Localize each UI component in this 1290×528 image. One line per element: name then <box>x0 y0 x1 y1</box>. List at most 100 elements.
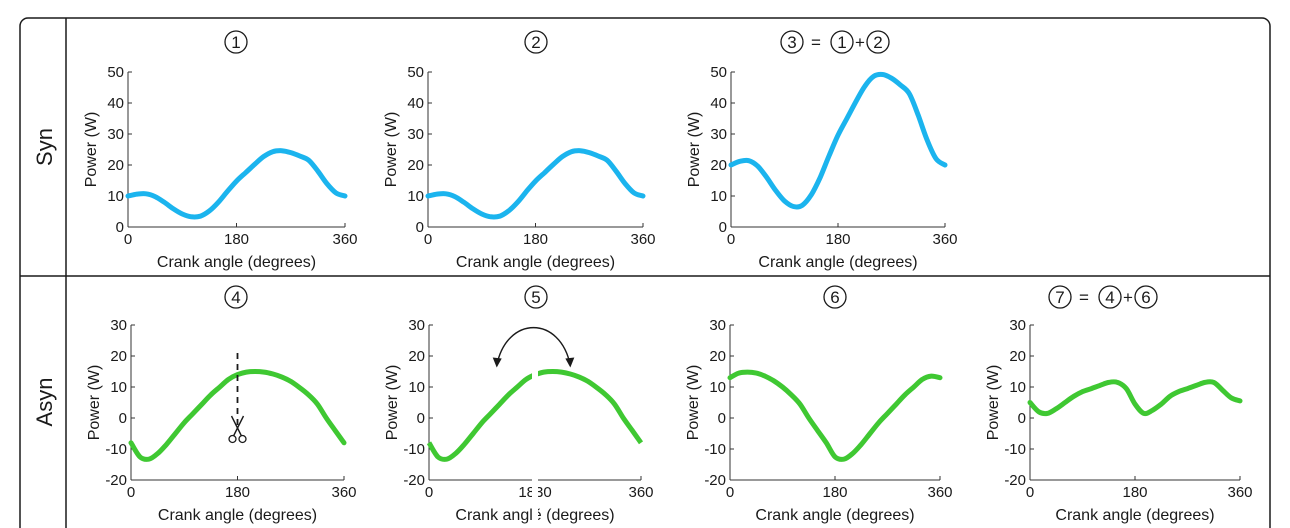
y-tick-label: 10 <box>1009 379 1026 396</box>
plus-sign: + <box>1123 288 1133 307</box>
x-axis-label: Crank angle (degrees) <box>157 254 316 271</box>
y-tick-label: 30 <box>1009 317 1026 334</box>
y-tick-label: -20 <box>403 472 425 489</box>
row-label-asyn: Asyn <box>32 378 57 427</box>
y-tick-label: 0 <box>116 219 124 236</box>
scissors-handle <box>228 434 237 444</box>
y-axis-label: Power (W) <box>686 112 703 188</box>
x-tick-label: 360 <box>331 484 356 501</box>
y-tick-label: 10 <box>107 188 124 205</box>
scissors-blade <box>230 415 243 437</box>
x-tick-label: 0 <box>1026 484 1034 501</box>
x-tick-label: 360 <box>628 484 653 501</box>
panel-7-label-number: 7 <box>1055 288 1064 307</box>
y-tick-label: -20 <box>704 472 726 489</box>
y-tick-label: 30 <box>710 126 727 143</box>
y-tick-label: 20 <box>1009 348 1026 365</box>
y-tick-label: 20 <box>408 348 425 365</box>
y-tick-label: 0 <box>719 219 727 236</box>
x-tick-label: 360 <box>927 484 952 501</box>
panel-7-label-circle <box>1048 285 1072 309</box>
y-axis-label: Power (W) <box>685 365 702 441</box>
series-line <box>125 148 348 220</box>
panel-3-label-circle <box>780 30 804 54</box>
y-tick-label: -10 <box>1004 441 1026 458</box>
x-axis-label: Crank angle (degrees) <box>758 254 917 271</box>
y-tick-label: 20 <box>407 157 424 174</box>
y-tick-label: 50 <box>407 64 424 81</box>
y-tick-label: 0 <box>417 410 425 427</box>
y-tick-label: 50 <box>107 64 124 81</box>
arrowhead-left <box>492 357 502 368</box>
x-tick-label: 360 <box>1227 484 1252 501</box>
y-tick-label: 30 <box>110 317 127 334</box>
x-tick-label: 0 <box>124 231 132 248</box>
y-axis-label: Power (W) <box>985 365 1002 441</box>
scissors-blade <box>232 415 245 437</box>
panel-4: 4 -20 -10 0 10 20 30 0 180 360 Crank angle (degree… <box>86 285 357 524</box>
row-label-syn: Syn <box>32 128 57 166</box>
x-tick-label: 180 <box>225 484 250 501</box>
x-tick-label: 180 <box>822 484 847 501</box>
y-tick-label: 30 <box>408 317 425 334</box>
y-tick-label: 30 <box>709 317 726 334</box>
y-tick-label: 30 <box>107 126 124 143</box>
series-line <box>728 71 948 210</box>
panel-7-term-a-circle <box>1098 285 1122 309</box>
panel-7-term-b-circle <box>1134 285 1158 309</box>
arrowhead-right <box>565 357 575 368</box>
x-axis-label: Crank angle (degrees) <box>158 507 317 524</box>
panel-1-label-number: 1 <box>231 33 240 52</box>
panel-6-label-circle <box>823 285 847 309</box>
plus-sign: + <box>855 33 865 52</box>
panel-3-term-a-circle <box>830 30 854 54</box>
x-axis-label: Crank angle (degrees) <box>456 254 615 271</box>
outer-frame <box>19 17 1271 528</box>
cut-gap <box>532 325 538 528</box>
y-tick-label: 0 <box>119 410 127 427</box>
panel-4-label-circle <box>224 285 248 309</box>
panel-3-label-number: 3 <box>787 33 796 52</box>
panel-3-term-b-circle <box>866 30 890 54</box>
y-tick-label: 10 <box>710 188 727 205</box>
swap-arrow <box>496 327 572 366</box>
panel-7: 7 = 4 +6 -20 -10 0 10 20 30 0 180 360 Crank angle (de… <box>985 285 1253 524</box>
y-tick-label: 50 <box>710 64 727 81</box>
x-tick-label: 180 <box>1122 484 1147 501</box>
x-axis-label: Crank angle (degrees) <box>1055 507 1214 524</box>
y-tick-label: 0 <box>416 219 424 236</box>
panel-2-label-circle <box>524 30 548 54</box>
series-line <box>128 369 347 462</box>
y-tick-label: 0 <box>718 410 726 427</box>
panel-4-label-number: 4 <box>231 288 240 307</box>
panel-3-term-a-number: 1 <box>837 33 846 52</box>
y-axis-label: Power (W) <box>83 112 100 188</box>
y-tick-label: 10 <box>407 188 424 205</box>
x-tick-label: 180 <box>825 231 850 248</box>
panel-2-label-number: 2 <box>531 33 540 52</box>
panel-1-label-circle <box>224 30 248 54</box>
x-tick-label: 0 <box>127 484 135 501</box>
y-axis-label: Power (W) <box>383 112 400 188</box>
y-tick-label: 40 <box>710 95 727 112</box>
y-tick-label: -10 <box>105 441 127 458</box>
series-line-left <box>426 372 537 462</box>
panel-7-term-a-number: 4 <box>1105 288 1114 307</box>
y-tick-label: 20 <box>709 348 726 365</box>
x-tick-label: 0 <box>425 484 433 501</box>
y-axis-label: Power (W) <box>384 365 401 441</box>
panel-5: 5-20-10010203001830360Crank anglĕ (degre… <box>384 285 654 528</box>
x-tick-label: 180 <box>523 231 548 248</box>
y-tick-label: 0 <box>1018 410 1026 427</box>
series-line-right <box>534 369 644 445</box>
scissors-handle <box>238 434 247 444</box>
panel-5-label-circle <box>524 285 548 309</box>
panel-6: 6 -20 -10 0 10 20 30 0 180 360 Crank angle (degree… <box>685 285 953 524</box>
y-tick-label: 10 <box>110 379 127 396</box>
x-tick-label: 0 <box>727 231 735 248</box>
y-tick-label: -10 <box>403 441 425 458</box>
y-tick-label: -20 <box>105 472 127 489</box>
